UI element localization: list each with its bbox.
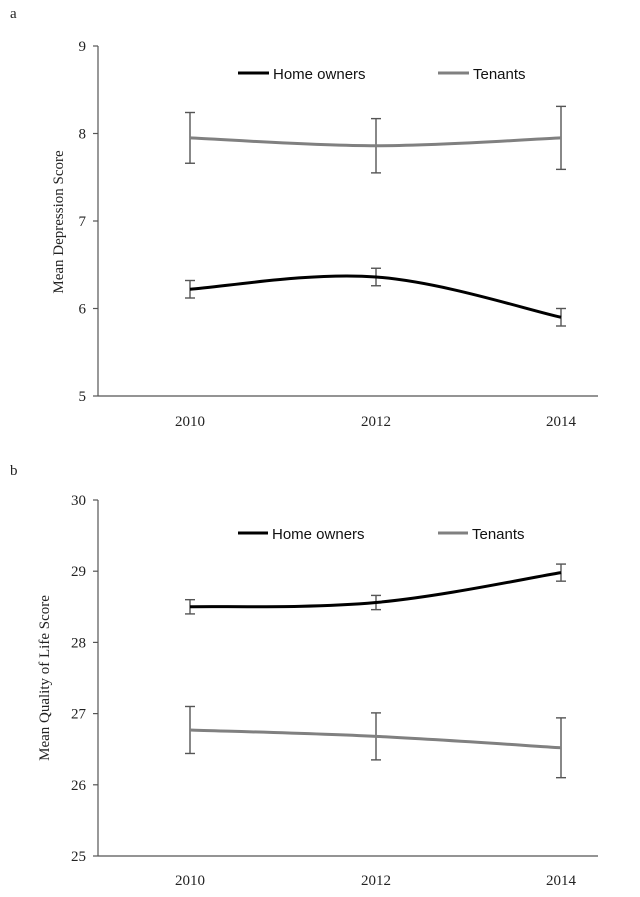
panel-b-x-ticks: 2010 2012 2014 xyxy=(175,873,577,889)
panel-b-y-ticks: 25 26 27 28 29 30 xyxy=(71,493,98,865)
x-tick-label: 2012 xyxy=(361,414,391,430)
legend-label-home-owners: Home owners xyxy=(273,66,366,83)
x-tick-label: 2010 xyxy=(175,414,205,430)
series-line-home-owners xyxy=(189,571,562,609)
y-tick-label: 26 xyxy=(71,778,87,794)
panel-a-series xyxy=(185,105,566,327)
legend-label-home-owners: Home owners xyxy=(272,526,365,543)
y-tick-label: 30 xyxy=(71,493,86,509)
x-tick-label: 2010 xyxy=(175,873,205,889)
panel-a-legend: Home owners Tenants xyxy=(238,66,526,83)
x-tick-label: 2012 xyxy=(361,873,391,889)
panel-b: b Mean Quality of Life Score 25 26 27 28 29 3… xyxy=(10,463,598,889)
y-tick-label: 29 xyxy=(71,564,86,580)
y-tick-label: 5 xyxy=(79,389,87,405)
y-tick-label: 6 xyxy=(79,302,87,318)
panel-b-series xyxy=(185,563,566,779)
error-bar-tenants xyxy=(185,705,195,755)
panel-a-y-ticks: 5 6 7 8 9 xyxy=(79,39,98,405)
series-line-tenants xyxy=(189,136,562,148)
series-line-home-owners xyxy=(189,274,562,319)
y-tick-label: 27 xyxy=(71,707,87,723)
y-tick-label: 25 xyxy=(71,849,86,865)
panel-b-label: b xyxy=(10,463,18,479)
y-tick-label: 7 xyxy=(79,214,87,230)
panel-a-x-ticks: 2010 2012 2014 xyxy=(175,414,577,430)
panel-b-y-axis-label: Mean Quality of Life Score xyxy=(37,595,53,761)
series-line-tenants xyxy=(189,728,562,750)
x-tick-label: 2014 xyxy=(546,414,577,430)
legend-label-tenants: Tenants xyxy=(472,526,525,543)
legend-label-tenants: Tenants xyxy=(473,66,526,83)
panel-a-y-axis-label: Mean Depression Score xyxy=(51,150,67,294)
y-tick-label: 8 xyxy=(79,127,87,143)
panel-a-label: a xyxy=(10,6,17,22)
y-tick-label: 28 xyxy=(71,635,86,651)
panel-b-legend: Home owners Tenants xyxy=(238,526,525,543)
y-tick-label: 9 xyxy=(79,39,87,55)
x-tick-label: 2014 xyxy=(546,873,577,889)
